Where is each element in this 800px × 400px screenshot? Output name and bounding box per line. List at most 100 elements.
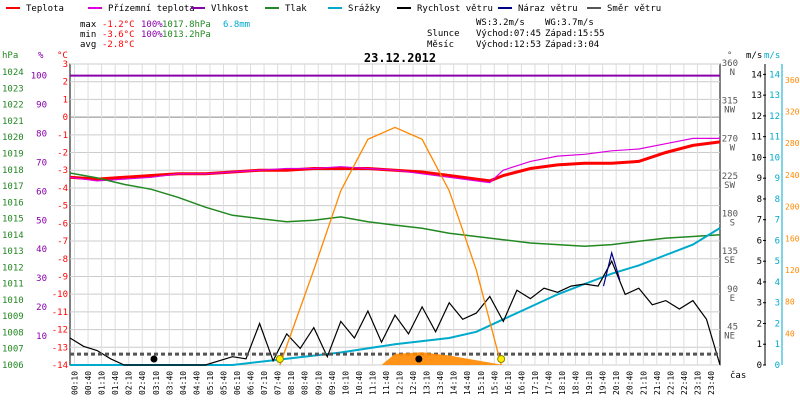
wind-speed-tick: 0 bbox=[757, 361, 762, 371]
wind-dir-tick: 45 bbox=[727, 322, 738, 332]
solar-tick: 320 bbox=[785, 108, 800, 117]
time-tick: 06:10 bbox=[233, 371, 242, 395]
wind-dir-tick: 270 bbox=[722, 134, 738, 144]
stats-min-hum: 100% bbox=[141, 30, 163, 40]
wind-dir-label: NW bbox=[724, 106, 735, 116]
solar-tick: 40 bbox=[785, 329, 795, 338]
time-tick: 10:10 bbox=[341, 371, 350, 395]
time-tick: 05:40 bbox=[219, 371, 228, 395]
wind-dir-label: SE bbox=[724, 256, 735, 266]
humidity-tick: 40 bbox=[36, 245, 47, 255]
stats-min-temp: -3.6°C bbox=[102, 30, 135, 40]
wind-dir-label: N bbox=[730, 68, 735, 78]
time-tick: 00:40 bbox=[84, 371, 93, 395]
time-tick: 12:40 bbox=[409, 371, 418, 395]
time-tick: 09:10 bbox=[314, 371, 323, 395]
wind-speed-tick: 13 bbox=[751, 91, 762, 101]
sun-rise: Východ:07:45 bbox=[476, 29, 541, 39]
time-tick: 22:40 bbox=[680, 371, 689, 395]
gridlines bbox=[70, 63, 720, 366]
time-tick: 20:40 bbox=[626, 371, 635, 395]
temperature-tick: -10 bbox=[52, 290, 68, 300]
humidity-tick: 60 bbox=[36, 187, 47, 197]
time-tick: 14:40 bbox=[463, 371, 472, 395]
wind-speed-tick: 11 bbox=[751, 133, 762, 143]
rain-tick: 2 bbox=[775, 319, 780, 329]
wind-speed-tick: 2 bbox=[757, 319, 762, 329]
time-tick: 21:10 bbox=[639, 371, 648, 395]
time-axis-label: čas bbox=[730, 370, 746, 381]
time-tick: 16:10 bbox=[504, 371, 513, 395]
time-tick: 22:10 bbox=[666, 371, 675, 395]
moon-rise: Východ:12:53 bbox=[476, 40, 541, 50]
time-tick: 13:10 bbox=[423, 371, 432, 395]
time-tick: 18:10 bbox=[558, 371, 567, 395]
wind-speed-tick: 8 bbox=[757, 195, 762, 205]
humidity-tick: 50 bbox=[36, 216, 47, 226]
sun-elevation-line bbox=[279, 126, 502, 366]
time-tick: 07:10 bbox=[260, 371, 269, 395]
legend-label: Rychlost větru bbox=[417, 4, 493, 14]
wind-speed-tick: 1 bbox=[757, 340, 762, 350]
pressure-tick: 1022 bbox=[2, 101, 24, 111]
stats-avg-temp: -2.8°C bbox=[102, 40, 135, 50]
wind-speed-unit: m/s bbox=[746, 51, 762, 61]
chart-title: 23.12.2012 bbox=[364, 51, 436, 65]
moon-label: Měsíc bbox=[427, 40, 454, 50]
rychlost-v-tru-line bbox=[69, 259, 721, 366]
plot-area bbox=[69, 63, 721, 366]
legend-label: Vlhkost bbox=[211, 4, 249, 14]
rain-tick: 11 bbox=[769, 133, 780, 143]
temperature-tick: -13 bbox=[52, 343, 68, 353]
wind-speed-tick: 6 bbox=[757, 236, 762, 246]
wind-dir-label: NE bbox=[724, 331, 735, 341]
temperature-tick: 0 bbox=[63, 113, 68, 123]
sunset-marker bbox=[497, 355, 506, 363]
moon-rise-marker bbox=[415, 355, 423, 363]
pressure-tick: 1024 bbox=[2, 68, 24, 78]
temperature-tick: 2 bbox=[63, 78, 68, 88]
legend-label: Náraz větru bbox=[518, 4, 578, 14]
pressure-tick: 1020 bbox=[2, 133, 24, 143]
pressure-tick: 1021 bbox=[2, 117, 24, 127]
solar-tick: 120 bbox=[785, 266, 800, 275]
stats-panel: max -1.2°C 100% 1017.8hPa 6.8mm min -3.6… bbox=[80, 18, 605, 50]
pressure-unit: hPa bbox=[2, 51, 18, 61]
legend-label: Teplota bbox=[26, 4, 64, 14]
temperature-tick: 3 bbox=[63, 60, 68, 70]
stats-max-label: max bbox=[80, 20, 97, 30]
time-tick: 07:40 bbox=[274, 371, 283, 395]
humidity-tick: 100 bbox=[31, 72, 47, 82]
wind-dir-unit: ° bbox=[727, 51, 732, 61]
time-tick: 02:10 bbox=[125, 371, 134, 395]
legend-label: Tlak bbox=[285, 4, 307, 14]
humidity-tick: 20 bbox=[36, 303, 47, 313]
sunrise-marker bbox=[275, 355, 284, 363]
humidity-unit: % bbox=[38, 51, 44, 61]
time-tick: 06:40 bbox=[247, 371, 256, 395]
rain-tick: 14 bbox=[769, 70, 780, 80]
wind-speed-unit-2: m/s bbox=[764, 51, 780, 61]
rain-tick: 12 bbox=[769, 112, 780, 122]
time-tick: 08:40 bbox=[301, 371, 310, 395]
stats-avg-label: avg bbox=[80, 40, 96, 50]
wind-speed-tick: 4 bbox=[757, 278, 762, 288]
time-tick: 17:10 bbox=[531, 371, 540, 395]
temperature-unit: °C bbox=[57, 51, 68, 61]
pressure-tick: 1010 bbox=[2, 296, 24, 306]
wind-speed-tick: 5 bbox=[757, 257, 762, 267]
pressure-tick: 1008 bbox=[2, 328, 24, 338]
time-tick: 13:40 bbox=[436, 371, 445, 395]
pressure-tick: 1015 bbox=[2, 215, 24, 225]
temperature-tick: -14 bbox=[52, 361, 68, 371]
solar-tick: 200 bbox=[785, 203, 800, 212]
stats-min-label: min bbox=[80, 30, 96, 40]
pressure-tick: 1007 bbox=[2, 345, 24, 355]
pressure-tick: 1011 bbox=[2, 280, 24, 290]
time-tick: 17:40 bbox=[544, 371, 553, 395]
wind-ws: WS:3.2m/s bbox=[476, 18, 525, 28]
moon-set-marker bbox=[150, 355, 158, 363]
rain-tick: 5 bbox=[775, 257, 780, 267]
